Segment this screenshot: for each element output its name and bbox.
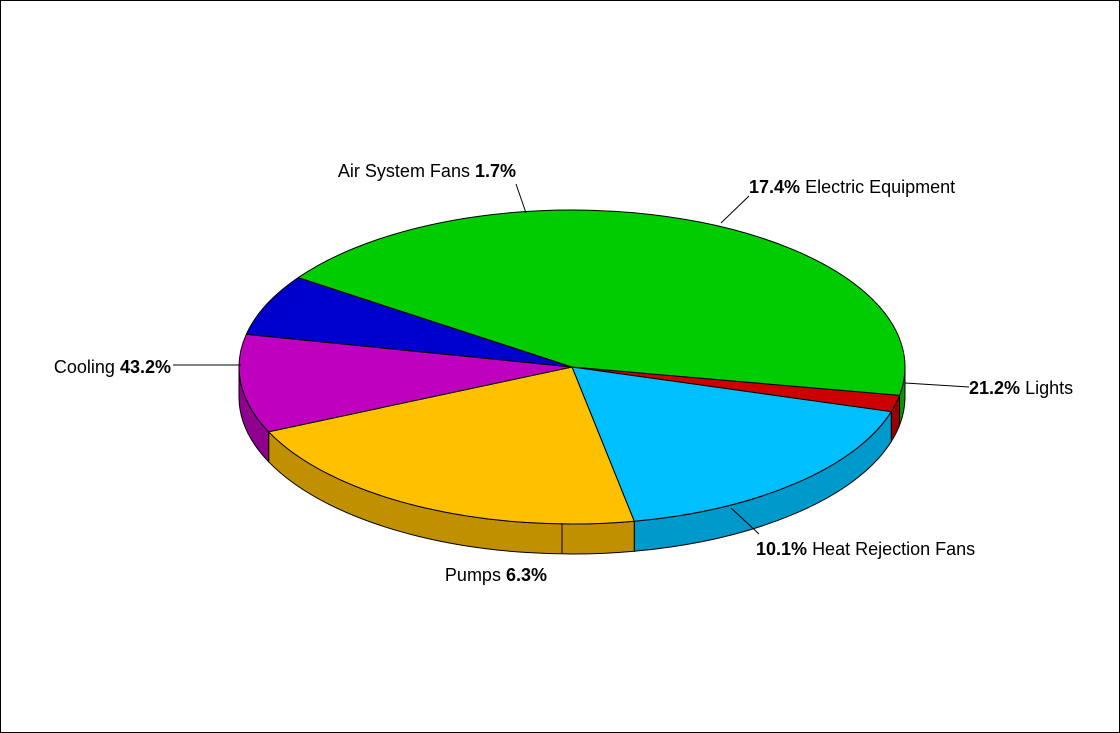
slice-label-text-cooling: Cooling [54, 357, 115, 377]
leader-line-air-system-fans [515, 183, 527, 214]
slice-value-electric-equipment: 17.4% [749, 177, 800, 197]
slice-label-text-heat-rejection-fans: Heat Rejection Fans [812, 539, 975, 559]
leader-line-lights [904, 382, 970, 388]
slice-label-electric-equipment: 17.4% Electric Equipment [749, 177, 955, 197]
slice-value-heat-rejection-fans: 10.1% [756, 539, 807, 559]
pie-top [238, 209, 906, 525]
slice-value-pumps: 6.3% [506, 565, 547, 585]
slice-label-lights: 21.2% Lights [969, 378, 1073, 398]
slice-value-air-system-fans: 1.7% [475, 161, 516, 181]
pie-slice-cooling [297, 209, 906, 396]
pie-slice-pumps [245, 277, 573, 368]
slice-label-text-air-system-fans: Air System Fans [338, 161, 470, 181]
pie-slice-lights [267, 366, 635, 525]
slice-labels: Air System Fans 1.7% 17.4% Electric Equip… [54, 161, 1073, 585]
pie-slice-electric-equipment [571, 366, 893, 522]
slice-value-cooling: 43.2% [120, 357, 171, 377]
slice-label-air-system-fans: Air System Fans 1.7% [338, 161, 516, 181]
leader-line-heat-rejection-fans [730, 507, 760, 535]
leader-line-electric-equipment [720, 195, 750, 224]
slice-label-text-electric-equipment: Electric Equipment [805, 177, 955, 197]
slice-label-heat-rejection-fans: 10.1% Heat Rejection Fans [756, 539, 975, 559]
leader-lines [173, 183, 970, 553]
slice-label-text-lights: Lights [1025, 378, 1073, 398]
slice-value-lights: 21.2% [969, 378, 1020, 398]
slice-label-cooling: Cooling 43.2% [54, 357, 171, 377]
slice-label-text-pumps: Pumps [445, 565, 501, 585]
slice-label-pumps: Pumps 6.3% [445, 565, 547, 585]
